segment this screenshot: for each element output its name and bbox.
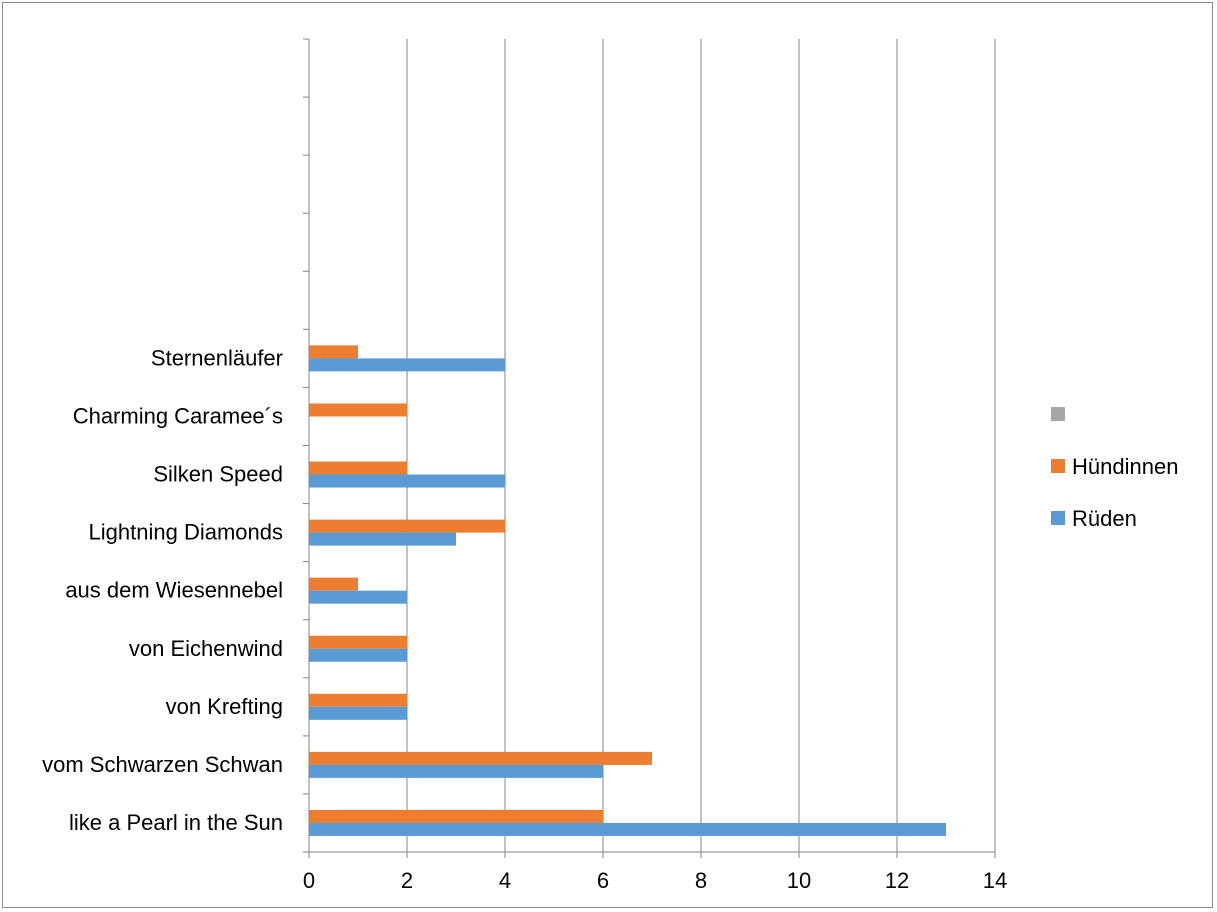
bar-rueden xyxy=(309,648,407,662)
x-tick-label: 12 xyxy=(885,868,909,893)
bar-rueden xyxy=(309,474,505,488)
bar-huendinnen xyxy=(309,693,407,707)
legend: Hündinnen Rüden xyxy=(1051,407,1178,531)
x-tick-label: 10 xyxy=(787,868,811,893)
bar-rueden xyxy=(309,358,505,372)
category-label: von Krefting xyxy=(166,694,283,719)
category-label: like a Pearl in the Sun xyxy=(69,810,283,835)
category-label: aus dem Wiesennebel xyxy=(65,578,283,603)
bar-huendinnen xyxy=(309,461,407,475)
category-label: Silken Speed xyxy=(153,462,283,487)
x-tick-label: 8 xyxy=(695,868,707,893)
x-tick-label: 14 xyxy=(983,868,1007,893)
axes xyxy=(303,38,996,858)
x-tick-label: 0 xyxy=(303,868,315,893)
category-label: Sternenläufer xyxy=(151,345,283,370)
category-label: von Eichenwind xyxy=(129,636,283,661)
bar-rueden xyxy=(309,590,407,604)
category-label: vom Schwarzen Schwan xyxy=(42,752,283,777)
bar-huendinnen xyxy=(309,577,358,591)
legend-swatch xyxy=(1051,511,1065,525)
bar-chart: 0 2 4 6 8 10 12 14 like a Pearl in the Sun vom S… xyxy=(42,38,1178,893)
x-tick-labels: 0 2 4 6 8 10 12 14 xyxy=(303,868,1007,893)
x-tick-label: 4 xyxy=(499,868,511,893)
bar-rueden xyxy=(309,822,946,836)
bar-huendinnen xyxy=(309,345,358,359)
category-label: Lightning Diamonds xyxy=(89,520,283,545)
bar-rueden xyxy=(309,532,456,546)
bar-huendinnen xyxy=(309,635,407,649)
category-labels: like a Pearl in the Sun vom Schwarzen Sch… xyxy=(42,345,283,835)
x-tick-label: 6 xyxy=(597,868,609,893)
legend-label: Hündinnen xyxy=(1072,454,1178,479)
gridlines xyxy=(406,39,996,852)
bar-rueden xyxy=(309,706,407,720)
legend-label: Rüden xyxy=(1072,506,1137,531)
x-tick-label: 2 xyxy=(401,868,413,893)
legend-swatch xyxy=(1051,407,1065,421)
bar-huendinnen xyxy=(309,751,652,765)
category-label: Charming Caramee´s xyxy=(73,403,283,428)
bar-huendinnen xyxy=(309,519,505,533)
bar-rueden xyxy=(309,764,603,778)
bars xyxy=(309,345,946,836)
bar-huendinnen xyxy=(309,403,407,417)
legend-swatch xyxy=(1051,459,1065,473)
bar-huendinnen xyxy=(309,809,603,823)
